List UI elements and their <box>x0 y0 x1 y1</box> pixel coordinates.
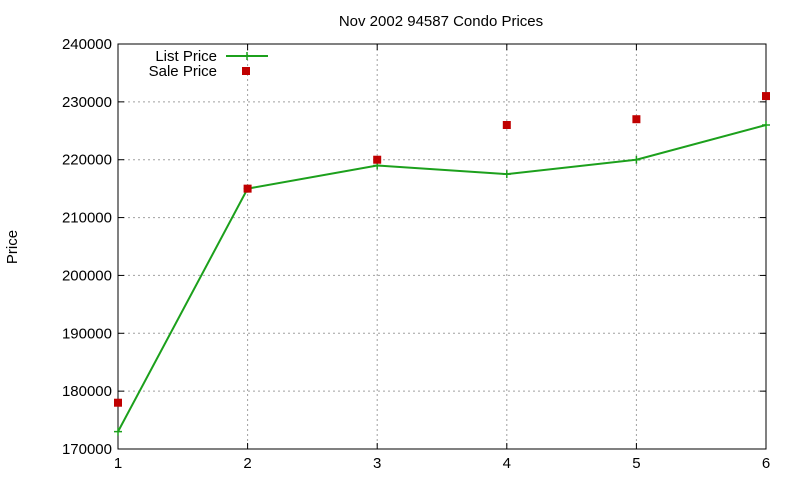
x-tick-label: 5 <box>632 455 640 472</box>
sale-price-point <box>243 184 252 193</box>
legend-label-list-price: List Price <box>155 48 217 65</box>
list-price-point <box>762 121 770 129</box>
tick-layer: 170000 180000 190000 200000 210000 220000 2300… <box>62 36 770 472</box>
y-tick-label: 170000 <box>62 441 112 458</box>
x-tick-label: 2 <box>243 455 251 472</box>
list-price-point <box>502 170 511 179</box>
y-tick-label: 230000 <box>62 94 112 111</box>
grid-layer <box>118 44 766 449</box>
y-tick-label: 210000 <box>62 210 112 227</box>
y-axis-label: Price <box>4 230 21 264</box>
sale-price-point <box>632 115 641 124</box>
legend-label-sale-price: Sale Price <box>149 63 217 80</box>
series-line-list-price <box>117 124 767 433</box>
sale-price-point <box>762 92 770 101</box>
sale-price-point <box>502 121 511 129</box>
y-tick-label: 240000 <box>62 36 112 53</box>
y-tick-label: 220000 <box>62 152 112 169</box>
x-tick-label: 4 <box>503 455 511 472</box>
y-tick-label: 180000 <box>62 383 112 400</box>
chart-title: Nov 2002 94587 Condo Prices <box>339 13 543 30</box>
sale-price-point <box>114 398 122 407</box>
y-tick-label: 190000 <box>62 325 112 342</box>
series-layer <box>114 92 770 436</box>
list-price-point <box>632 155 641 164</box>
x-tick-label: 6 <box>762 455 770 472</box>
plot-frame <box>117 43 767 450</box>
sale-price-point <box>373 155 382 164</box>
x-tick-label: 1 <box>114 455 122 472</box>
legend: List Price Sale Price <box>149 48 268 80</box>
legend-marker-sale-price <box>242 67 250 75</box>
x-tick-label: 3 <box>373 455 381 472</box>
y-tick-label: 200000 <box>62 267 112 284</box>
legend-marker-list-price <box>243 52 251 60</box>
list-price-point <box>114 427 122 436</box>
